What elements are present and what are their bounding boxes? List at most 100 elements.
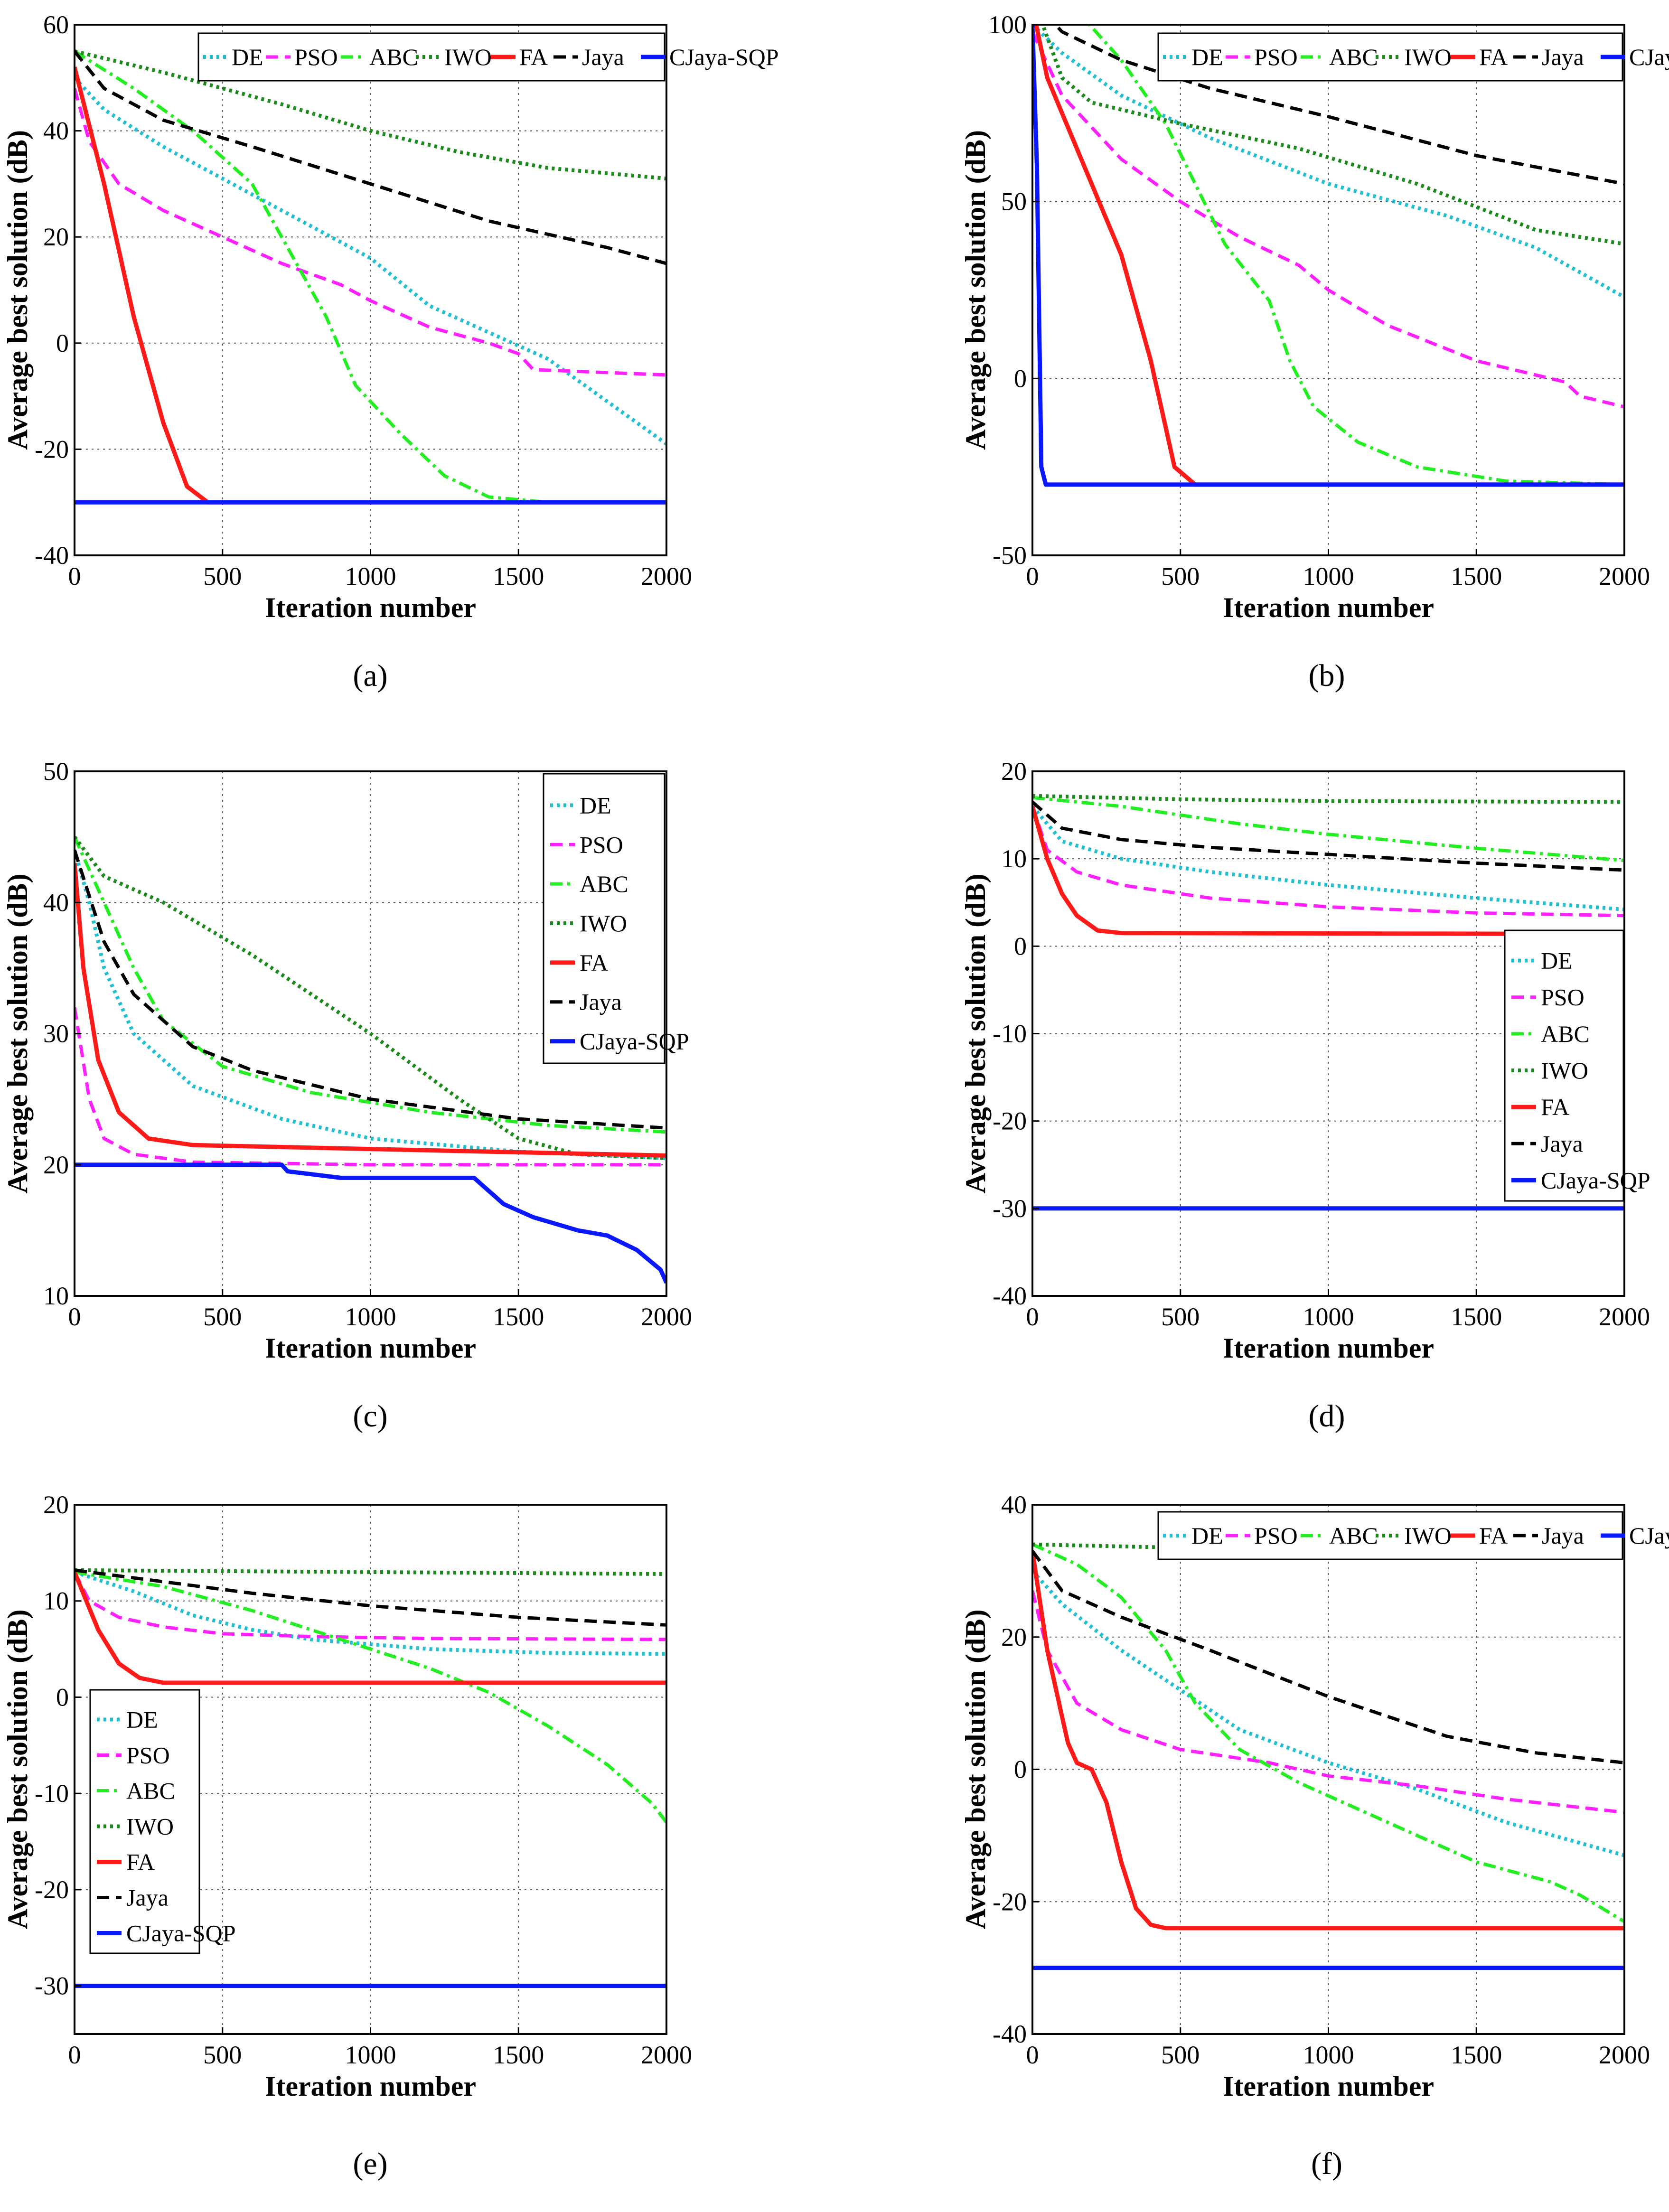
y-axis-label: Average best solution (dB) (2, 874, 33, 1194)
legend-label-pso: PSO (294, 44, 338, 70)
legend-label-jaya: Jaya (1542, 1522, 1584, 1549)
series-line-de (1032, 25, 1624, 299)
x-tick-label: 1500 (493, 1303, 544, 1331)
x-tick-label: 1500 (493, 562, 544, 590)
y-tick-label: 30 (43, 1020, 69, 1048)
series-line-fa (1034, 25, 1624, 487)
series-line-fa (1032, 806, 1624, 937)
panel-caption: (a) (353, 658, 387, 693)
series-line-jaya (1032, 800, 1624, 872)
legend-label-fa: FA (519, 44, 548, 70)
y-axis-label: Average best solution (dB) (960, 1610, 991, 1930)
legend-label-jaya: Jaya (1541, 1130, 1583, 1157)
series-line-pso (1032, 1590, 1624, 1814)
y-tick-label: 0 (1014, 1755, 1027, 1784)
x-axis-label: Iteration number (1223, 592, 1434, 623)
series-line-jaya (75, 1568, 666, 1627)
y-tick-label: -50 (993, 541, 1027, 570)
series-line-jaya (75, 50, 666, 265)
y-tick-label: 50 (1001, 187, 1027, 216)
x-tick-label: 0 (1026, 1303, 1039, 1331)
chart-panel-d: 0 500 1000 1500 2000 -40 -30 -20 -10 0 10 20 Iterati… (960, 757, 1650, 1434)
y-tick-label: 0 (56, 329, 69, 357)
series-line-fa (75, 863, 666, 1158)
legend-label-pso: PSO (1254, 44, 1298, 70)
y-tick-label: 10 (43, 1282, 69, 1310)
legend: DE PSO ABC IWO FA Jaya CJaya-SQP (543, 773, 689, 1064)
panel-caption: (c) (353, 1399, 387, 1434)
x-tick-label: 1000 (345, 1303, 396, 1331)
legend-label-jaya: Jaya (580, 989, 622, 1015)
y-tick-label: 40 (43, 888, 69, 917)
legend-label-iwo: IWO (580, 910, 627, 937)
legend-label-abc: ABC (1541, 1021, 1590, 1047)
panel-caption: (f) (1311, 2146, 1342, 2181)
series-line-abc (1032, 796, 1624, 862)
legend-label-fa: FA (126, 1849, 155, 1875)
y-tick-label: 10 (1001, 844, 1027, 873)
legend-label-fa: FA (1479, 44, 1508, 70)
legend-label-cjaya-sqp: CJaya-SQP (1629, 44, 1669, 70)
series-line-abc (1087, 25, 1624, 487)
x-tick-label: 1500 (1451, 2041, 1502, 2069)
x-tick-label: 500 (1161, 2041, 1200, 2069)
x-tick-label: 1000 (345, 562, 396, 590)
legend-label-iwo: IWO (1541, 1057, 1588, 1084)
y-tick-label: 40 (43, 117, 69, 145)
x-tick-label: 500 (203, 2041, 242, 2069)
x-tick-label: 0 (1026, 2041, 1039, 2069)
y-tick-label: -20 (993, 1887, 1027, 1916)
series-group (75, 49, 666, 505)
series-line-iwo (1041, 25, 1624, 246)
x-tick-label: 2000 (641, 1303, 692, 1331)
y-tick-label: 10 (43, 1587, 69, 1615)
series-line-pso (75, 1007, 666, 1167)
legend: DE PSO ABC IWO FA Jaya CJaya-SQP (89, 1689, 236, 1954)
y-tick-label: 60 (43, 10, 69, 39)
y-tick-label: -10 (35, 1779, 69, 1808)
series-line-fa (75, 1571, 666, 1685)
series-line-de (75, 76, 666, 446)
x-tick-label: 1000 (1303, 2041, 1354, 2069)
legend: DE PSO ABC IWO FA Jaya CJaya-SQP (197, 32, 779, 82)
legend-label-de: DE (1191, 1522, 1223, 1549)
x-tick-label: 0 (68, 1303, 81, 1331)
y-tick-label: -20 (35, 1875, 69, 1904)
series-line-pso (1032, 806, 1624, 918)
series-line-cjaya-sqp (1032, 25, 1624, 487)
chart-panel-f: 0 500 1000 1500 2000 -40 -20 0 20 40 Iteration num… (960, 1490, 1669, 2181)
series-line-abc (75, 1570, 666, 1824)
y-tick-label: 0 (1014, 932, 1027, 960)
x-tick-label: 500 (203, 1303, 242, 1331)
y-tick-label: 20 (43, 1151, 69, 1179)
y-tick-label: -30 (993, 1194, 1027, 1223)
y-tick-label: -10 (993, 1020, 1027, 1048)
legend-label-abc: ABC (580, 871, 628, 897)
x-tick-label: 1000 (1303, 562, 1354, 590)
legend-label-de: DE (232, 44, 263, 70)
y-axis-label: Average best solution (dB) (960, 874, 991, 1194)
panel-caption: (e) (353, 2146, 387, 2181)
series-line-pso (75, 88, 666, 377)
x-axis-label: Iteration number (265, 1332, 476, 1364)
y-axis-label: Average best solution (dB) (960, 130, 991, 450)
legend-label-fa: FA (580, 949, 608, 976)
x-axis-label: Iteration number (265, 2071, 476, 2102)
chart-panel-a: 0 500 1000 1500 2000 -40 -20 0 20 40 60 Iteration n… (2, 10, 779, 693)
legend-label-iwo: IWO (1404, 1522, 1452, 1549)
y-tick-label: -20 (993, 1107, 1027, 1135)
series-line-cjaya-sqp (75, 1162, 666, 1284)
series-line-de (75, 849, 666, 1160)
x-tick-label: 500 (1161, 1303, 1200, 1331)
x-tick-label: 1500 (1451, 1303, 1502, 1331)
y-tick-label: 0 (1014, 364, 1027, 393)
plot-area (75, 25, 666, 555)
series-line-iwo (1032, 794, 1624, 804)
y-tick-label: 20 (43, 1490, 69, 1519)
legend-label-cjaya-sqp: CJaya-SQP (126, 1920, 236, 1947)
legend-label-pso: PSO (1254, 1522, 1298, 1549)
chart-panel-c: 0 500 1000 1500 2000 10 20 30 40 50 Iteration numb… (2, 757, 692, 1434)
legend-label-jaya: Jaya (126, 1884, 169, 1911)
